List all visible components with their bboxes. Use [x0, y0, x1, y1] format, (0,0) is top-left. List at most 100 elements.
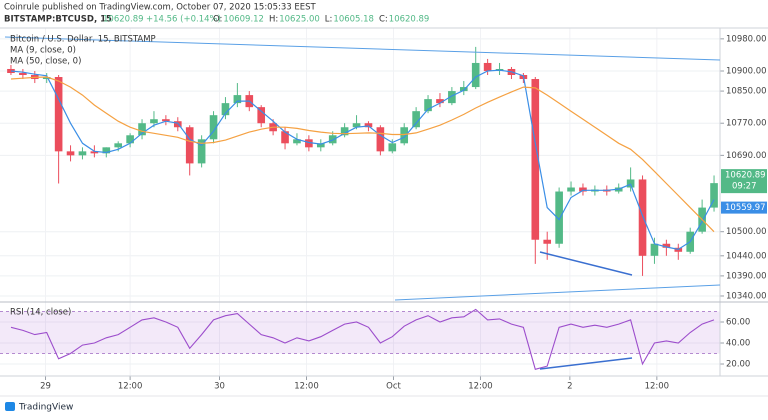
ohlc-group: O: 10609.12 H: 10625.00 L: 10605.18 C: 10620.89	[213, 15, 429, 25]
candle-body	[638, 179, 647, 256]
x-tick-label: 2	[567, 382, 572, 392]
x-tick-label: 12:00	[118, 382, 143, 392]
price-tag	[721, 169, 767, 194]
rsi-legend: RSI (14, close)	[10, 308, 71, 318]
candle-body	[388, 143, 397, 152]
rsi-line	[10, 308, 715, 370]
candle-body	[376, 127, 385, 152]
candle-body	[209, 115, 218, 140]
divergence-rsi	[539, 357, 633, 370]
rsi-band	[0, 311, 720, 354]
candle-body	[626, 179, 635, 188]
price-tag-label: 10620.89	[725, 171, 766, 181]
candle-body	[281, 131, 289, 144]
candle-body	[78, 151, 87, 156]
y-tick-label: 60.00	[726, 318, 750, 328]
candle-body	[162, 119, 170, 122]
ohlc-label: H:	[269, 15, 278, 25]
candle-body	[185, 127, 194, 164]
candle-body	[19, 72, 27, 76]
y-tick-label: 10340.00	[726, 291, 767, 301]
candle-body	[257, 107, 266, 124]
candle-body	[66, 151, 75, 156]
y-tick-label: 10770.00	[726, 119, 767, 129]
candle-body	[305, 139, 313, 148]
legend-ma50: MA (50, close, 0)	[10, 57, 81, 67]
last-price: 10620.89	[103, 15, 144, 25]
y-tick-label: 10500.00	[726, 227, 767, 237]
candle-body	[471, 62, 480, 88]
candle-body	[90, 151, 99, 154]
brand[interactable]: TradingView	[18, 403, 73, 413]
candle-body	[42, 77, 51, 80]
y-tick-label: 10850.00	[726, 87, 767, 97]
y-tick-label: 10690.00	[726, 151, 767, 161]
candle-body	[150, 119, 158, 124]
candle-body	[364, 123, 373, 128]
y-tick-label: 20.00	[726, 360, 750, 370]
band-layer	[0, 311, 720, 355]
x-tick-label: 12:00	[645, 382, 670, 392]
candle-body	[650, 243, 659, 256]
candle-body	[233, 95, 242, 104]
candle-body	[173, 121, 182, 128]
candle-body	[352, 123, 361, 128]
legend-ma9: MA (9, close, 0)	[10, 46, 76, 56]
y-tick-label: 10390.00	[726, 271, 767, 281]
candle-body	[555, 191, 563, 244]
candle-body	[543, 239, 552, 244]
x-tick-label: 12:00	[468, 382, 493, 392]
ohlc-value: 10609.12	[223, 15, 264, 25]
candle-body	[340, 127, 349, 136]
y-tick-label: 10900.00	[726, 66, 767, 76]
countdown: 09:27	[732, 182, 757, 192]
candle-body	[710, 183, 718, 208]
candle-body	[126, 135, 134, 144]
grid-layer: 10340.00 10390.00 10440.00 10500.00 10690.00…	[0, 28, 767, 392]
price-tag	[721, 201, 767, 214]
x-tick-label: 30	[214, 382, 225, 392]
publisher: Coinrule published on TradingView.com, O…	[4, 3, 317, 13]
ohlc-label: L:	[325, 15, 333, 25]
y-tick-label: 10980.00	[726, 34, 767, 44]
ohlc-value: 10620.89	[389, 15, 430, 25]
candle-body	[114, 143, 123, 148]
ma-line	[10, 76, 715, 233]
candle-body	[102, 147, 111, 154]
candle-body	[197, 139, 206, 164]
price-change: +14.56 (+0.14%)	[146, 15, 221, 25]
footer-logo[interactable]: TradingView	[5, 402, 73, 413]
logo-icon	[5, 402, 15, 411]
candle-body	[7, 68, 15, 73]
candle-body	[459, 87, 468, 92]
candle-body	[436, 99, 444, 104]
candle-body	[483, 62, 492, 71]
candle-body	[328, 135, 337, 144]
y-tick-label: 10440.00	[726, 251, 767, 261]
divergence-price	[539, 251, 633, 276]
ohlc-value: 10605.18	[333, 15, 374, 25]
candle-body	[400, 127, 409, 144]
candle-body	[424, 99, 432, 112]
candle-body	[531, 79, 540, 240]
candle-body	[579, 187, 587, 192]
candle-body	[221, 103, 230, 116]
candle-body	[662, 243, 671, 248]
price-legend: Bitcoin / U.S. Dollar, 15, BITSTAMP	[10, 35, 156, 45]
candle-body	[54, 77, 63, 152]
trendline-upper	[4, 36, 721, 61]
ma-line	[10, 69, 715, 251]
candle-body	[293, 139, 301, 144]
candle-body	[316, 143, 325, 148]
candle-body	[138, 123, 146, 136]
x-tick-label: 29	[40, 382, 51, 392]
price-tag-label: 10559.97	[725, 203, 766, 213]
candle-body	[567, 187, 575, 192]
symbol: BITSTAMP:BTCUSD, 15	[4, 15, 112, 25]
ohlc-value: 10625.00	[279, 15, 320, 25]
trendline-lower	[394, 284, 721, 301]
